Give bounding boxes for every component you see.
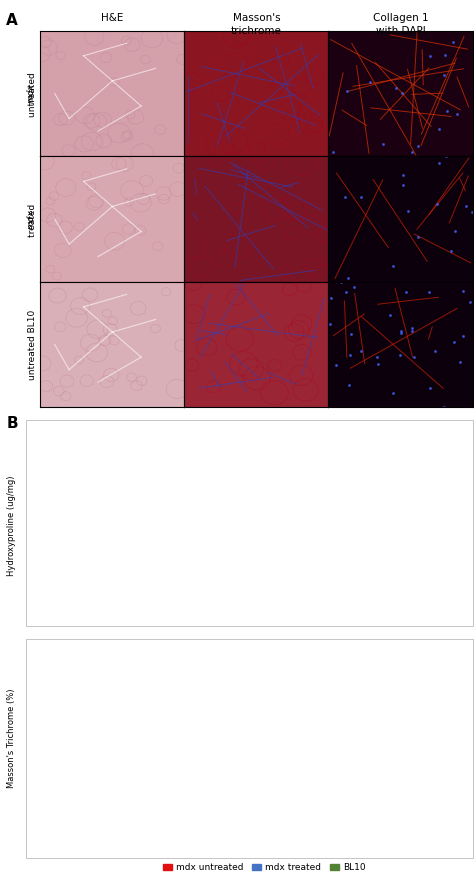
Bar (285, 522, 304, 604)
Bar (125, 802, 144, 819)
Bar (405, 576, 424, 604)
Text: treated: treated (28, 201, 37, 237)
Bar (185, 758, 204, 819)
Bar (84, 718, 103, 819)
Text: B: B (6, 416, 18, 431)
Bar (305, 576, 324, 604)
Text: mdx: mdx (27, 83, 36, 103)
Bar (305, 791, 324, 819)
Y-axis label: Masson's Trichrome (%): Masson's Trichrome (%) (7, 689, 16, 788)
Bar (225, 586, 244, 604)
Legend: mdx untreated, mdx treated, BL10: mdx untreated, mdx treated, BL10 (160, 859, 369, 875)
Bar (84, 526, 103, 604)
Bar (125, 576, 144, 604)
Bar (385, 735, 404, 819)
Text: A: A (6, 13, 18, 28)
Bar (205, 777, 224, 819)
Bar (105, 570, 124, 604)
Bar (105, 755, 124, 819)
Text: untreated: untreated (28, 69, 37, 117)
Text: untreated BL10: untreated BL10 (28, 309, 37, 379)
Bar (185, 513, 204, 604)
Text: Masson's
trichrome: Masson's trichrome (231, 13, 282, 36)
Bar (225, 802, 244, 819)
Bar (405, 782, 424, 819)
Bar (385, 519, 404, 604)
Bar (425, 582, 444, 604)
Bar (205, 569, 224, 604)
Text: H&E: H&E (101, 13, 124, 23)
Text: mdx: mdx (27, 209, 36, 229)
Bar (285, 768, 304, 819)
Bar (325, 578, 344, 604)
Bar (325, 800, 344, 819)
Text: Collagen 1
with DAPI: Collagen 1 with DAPI (373, 13, 428, 36)
Legend: mdx untreated, mdx treated, BL10: mdx untreated, mdx treated, BL10 (160, 644, 369, 660)
Bar (425, 795, 444, 819)
Y-axis label: Hydroxyproline (ug/mg): Hydroxyproline (ug/mg) (7, 476, 16, 576)
